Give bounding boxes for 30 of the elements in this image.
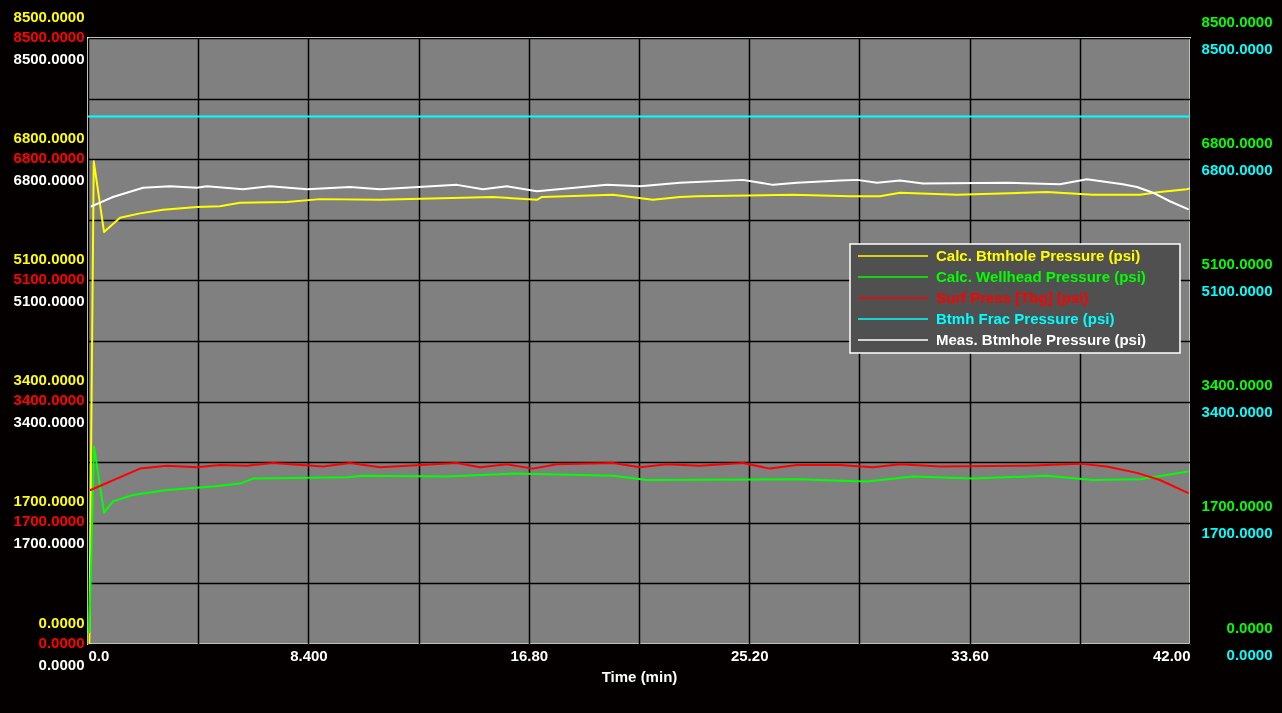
y-tick-label: 0.0000 xyxy=(38,633,85,651)
text: 6800.0000 xyxy=(1201,133,1273,151)
legend-label: Surf Press [Tbg] (psi) xyxy=(936,289,1089,307)
y2-tick-label: 5100.0000 xyxy=(1201,281,1273,299)
x-tick-label: 0.0 xyxy=(88,646,110,664)
text: 5100.0000 xyxy=(1201,254,1273,272)
legend-label: Calc. Wellhead Pressure (psi) xyxy=(936,268,1146,286)
y-tick-label: 3400.0000 xyxy=(13,391,85,409)
x-tick-label: 25.20 xyxy=(730,646,769,664)
y2-tick-label: 0.0000 xyxy=(1226,645,1273,663)
legend-label: Calc. Btmhole Pressure (psi) xyxy=(936,247,1141,265)
y-tick-label: 6800.0000 xyxy=(13,148,85,166)
x-tick-label: 8.400 xyxy=(290,646,328,664)
y-tick-label: 5100.0000 xyxy=(13,269,85,287)
legend-label: Btmh Frac Pressure (psi) xyxy=(936,310,1115,328)
x-tick-label: 16.80 xyxy=(510,646,549,664)
y2-tick-label: 6800.0000 xyxy=(1201,160,1273,178)
y-tick-label: 8500.0000 xyxy=(13,27,85,45)
x-tick-label: 33.60 xyxy=(951,646,989,664)
x-axis-title: Time (min) xyxy=(601,667,678,685)
y2-tick-label: 8500.0000 xyxy=(1201,39,1273,57)
text: 0.0000 xyxy=(1226,618,1273,636)
x-tick-label: 42.00 xyxy=(1152,646,1191,664)
y-tick-label: 1700.0000 xyxy=(13,512,85,530)
y2-tick-label: 3400.0000 xyxy=(1201,403,1273,421)
legend-label: Meas. Btmhole Pressure (psi) xyxy=(936,331,1147,349)
y2-tick-label: 1700.0000 xyxy=(1201,524,1273,542)
text: 1700.0000 xyxy=(1201,497,1273,515)
text: 3400.0000 xyxy=(1201,376,1273,394)
text: 8500.0000 xyxy=(1201,12,1273,30)
